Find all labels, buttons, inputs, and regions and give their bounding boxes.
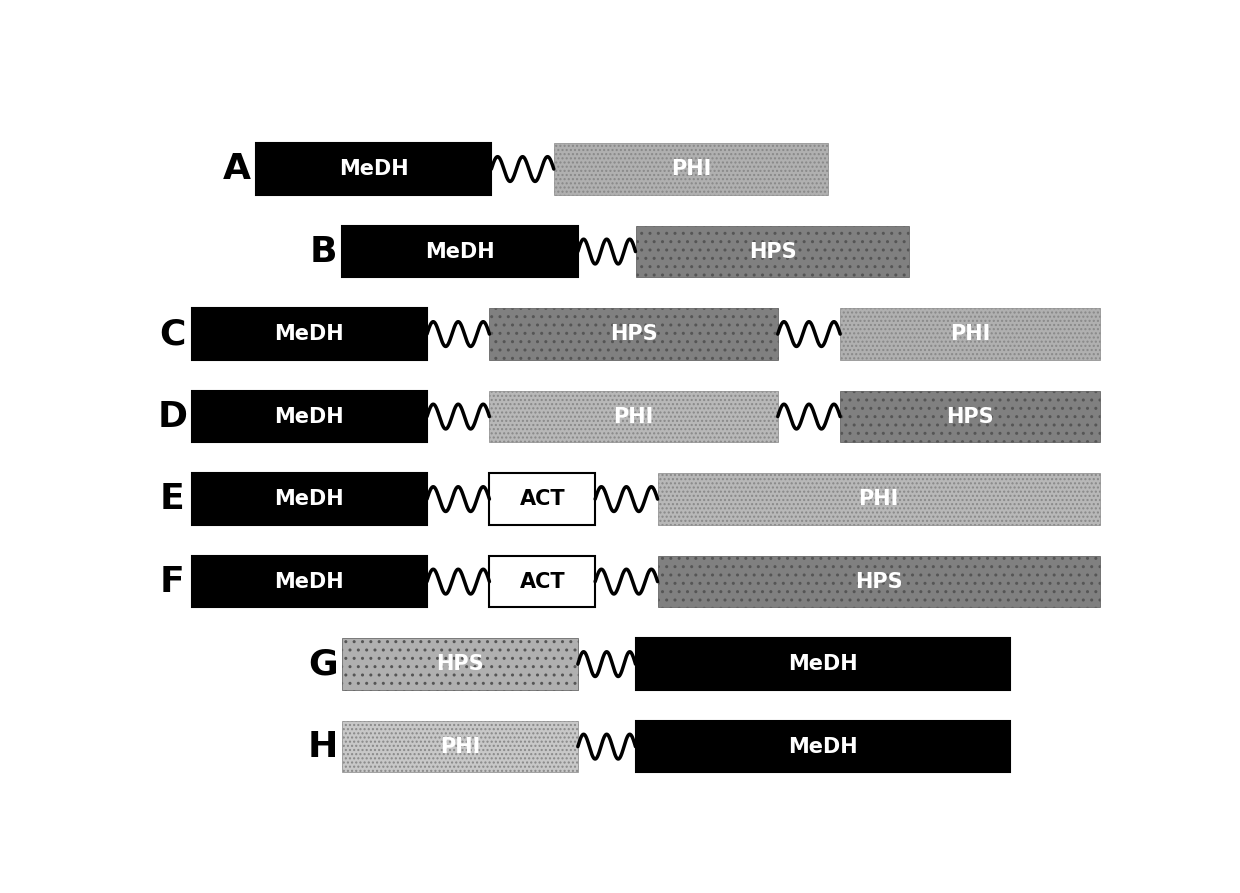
Text: PHI: PHI (614, 406, 653, 427)
Bar (342, 721, 578, 772)
Text: PHI: PHI (440, 737, 480, 756)
Text: MeDH: MeDH (789, 737, 858, 756)
Bar (191, 555, 427, 607)
Text: PHI: PHI (671, 159, 711, 179)
Text: MeDH: MeDH (274, 324, 343, 344)
Text: H: H (308, 730, 339, 764)
Text: G: G (309, 647, 339, 681)
Text: MeDH: MeDH (789, 655, 858, 674)
Text: MeDH: MeDH (274, 406, 343, 427)
Text: HPS: HPS (854, 572, 903, 591)
Bar (657, 555, 1100, 607)
Bar (554, 143, 828, 195)
Bar (490, 473, 595, 525)
Text: A: A (223, 152, 250, 186)
Bar (635, 638, 1011, 690)
Text: HPS: HPS (436, 655, 484, 674)
Text: ACT: ACT (520, 489, 565, 509)
Bar (191, 308, 427, 360)
Text: MeDH: MeDH (425, 242, 495, 262)
Bar (191, 473, 427, 525)
Text: B: B (310, 235, 337, 269)
Text: HPS: HPS (946, 406, 993, 427)
Text: HPS: HPS (610, 324, 657, 344)
Bar (191, 391, 427, 442)
Bar (342, 638, 578, 690)
Text: PHI: PHI (950, 324, 990, 344)
Text: HPS: HPS (749, 242, 796, 262)
Text: E: E (160, 482, 185, 516)
Bar (841, 308, 1100, 360)
Bar (490, 308, 777, 360)
Text: D: D (157, 399, 187, 434)
Text: MeDH: MeDH (339, 159, 408, 179)
Text: F: F (160, 564, 185, 598)
Bar (635, 721, 1011, 772)
Bar (255, 143, 491, 195)
Bar (490, 391, 777, 442)
Bar (342, 226, 578, 278)
Text: C: C (159, 317, 186, 351)
Text: PHI: PHI (858, 489, 899, 509)
Bar (841, 391, 1100, 442)
Text: MeDH: MeDH (274, 572, 343, 591)
Bar (635, 226, 909, 278)
Bar (490, 555, 595, 607)
Bar (657, 473, 1100, 525)
Text: ACT: ACT (520, 572, 565, 591)
Text: MeDH: MeDH (274, 489, 343, 509)
